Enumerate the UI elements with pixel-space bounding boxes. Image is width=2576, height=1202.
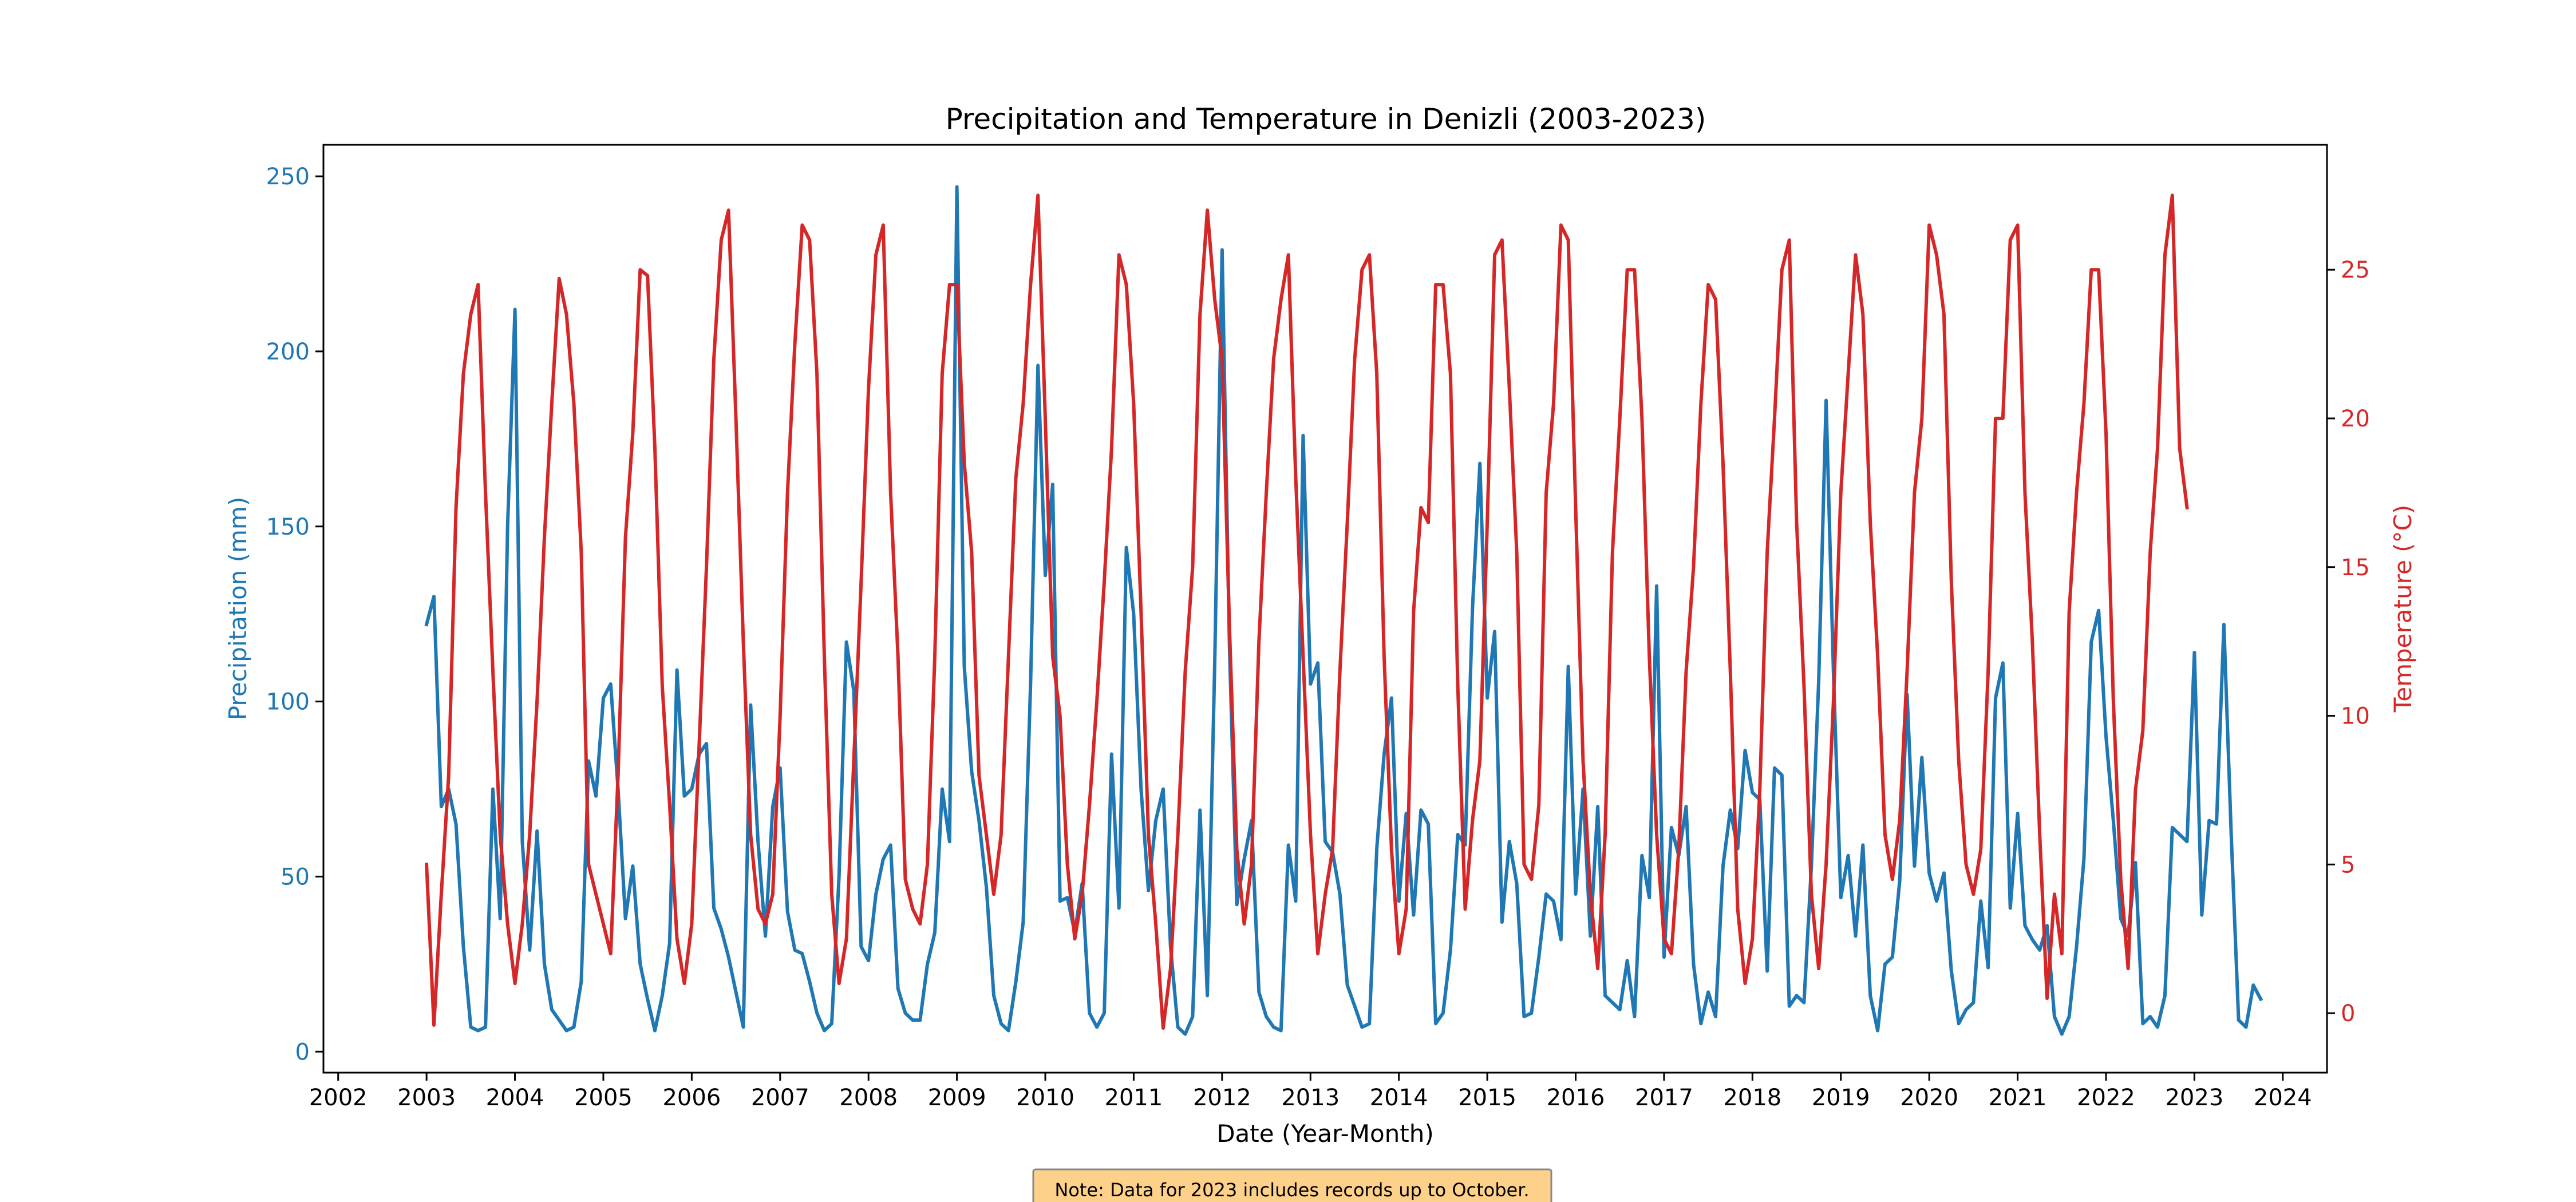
y-right-tick-label: 10 — [2341, 703, 2370, 730]
y-right-tick-label: 0 — [2341, 1001, 2355, 1027]
x-tick-label: 2014 — [1370, 1085, 1428, 1111]
series-layer — [424, 185, 2263, 1036]
x-tick-label: 2018 — [1723, 1085, 1781, 1111]
y-left-tick-label: 0 — [295, 1039, 310, 1065]
y-axis-left-label: Precipitation (mm) — [224, 497, 252, 720]
y-left-tick-label: 50 — [280, 864, 310, 890]
y-left-tick-label: 200 — [266, 339, 310, 365]
x-tick-label: 2007 — [751, 1085, 809, 1111]
y-left-tick-label: 100 — [266, 689, 310, 715]
y-left-tick-label: 250 — [266, 164, 310, 190]
x-tick-label: 2023 — [2165, 1085, 2223, 1111]
x-tick-label: 2005 — [574, 1085, 633, 1111]
y-axis-right-label: Temperature (°C) — [2389, 505, 2417, 713]
plot-frame — [322, 144, 2328, 1074]
x-tick-label: 2017 — [1635, 1085, 1693, 1111]
y-axis-left: 0 50 100 150 200 250 — [266, 164, 323, 1065]
x-tick-label: 2021 — [1989, 1085, 2047, 1111]
x-tick-label: 2020 — [1900, 1085, 1958, 1111]
note-box-background — [1032, 1168, 1552, 1202]
x-tick-label: 2003 — [397, 1085, 456, 1111]
x-tick-label: 2010 — [1016, 1085, 1074, 1111]
precipitation-line — [424, 185, 2263, 1036]
x-tick-label: 2024 — [2254, 1085, 2312, 1111]
temperature-line — [424, 193, 2189, 1030]
x-tick-label: 2011 — [1105, 1085, 1163, 1111]
chart-title: Precipitation and Temperature in Denizli… — [946, 102, 1706, 136]
y-right-tick-label: 5 — [2341, 852, 2355, 878]
x-tick-label: 2009 — [928, 1085, 986, 1111]
y-left-tick-label: 150 — [266, 514, 310, 540]
x-tick-label: 2004 — [486, 1085, 544, 1111]
y-right-tick-label: 25 — [2341, 257, 2370, 283]
note-box: Note: Data for 2023 includes records up … — [1032, 1168, 1552, 1202]
y-axis-right: 0 5 10 15 20 25 — [2327, 257, 2370, 1027]
x-tick-label: 2012 — [1193, 1085, 1251, 1111]
note-text: Note: Data for 2023 includes records up … — [1054, 1179, 1529, 1201]
x-tick-label: 2019 — [1812, 1085, 1870, 1111]
x-tick-label: 2013 — [1281, 1085, 1340, 1111]
y-right-tick-label: 20 — [2341, 406, 2370, 432]
x-tick-label: 2002 — [309, 1085, 368, 1111]
y-right-tick-label: 15 — [2341, 555, 2370, 581]
x-tick-label: 2016 — [1547, 1085, 1605, 1111]
x-axis: 2002 2003 2004 2005 2006 2007 2008 2009 2010 2011… — [309, 1073, 2312, 1111]
x-tick-label: 2022 — [2077, 1085, 2135, 1111]
x-tick-label: 2006 — [662, 1085, 721, 1111]
x-tick-label: 2008 — [839, 1085, 898, 1111]
x-tick-label: 2015 — [1458, 1085, 1516, 1111]
x-axis-label: Date (Year-Month) — [1216, 1120, 1434, 1148]
